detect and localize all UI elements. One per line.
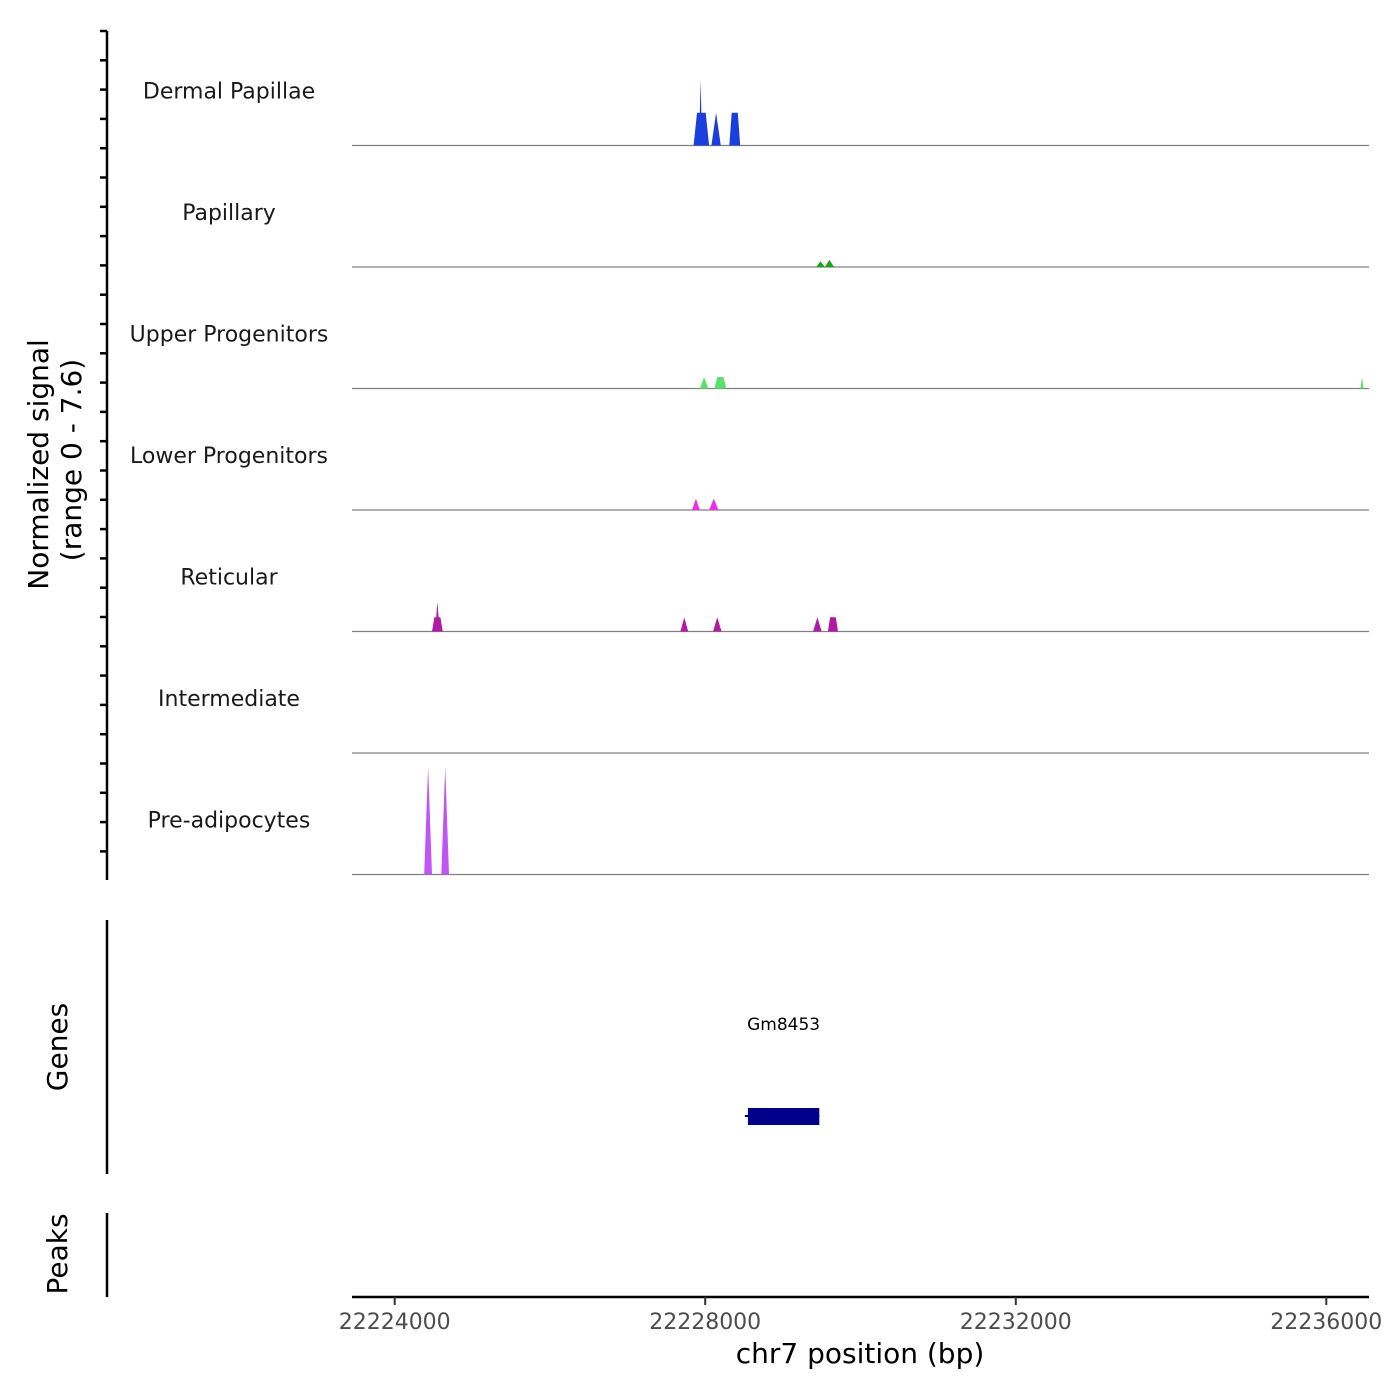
signal-peak	[827, 617, 838, 632]
genes-panel-label: Genes	[41, 1003, 74, 1091]
track: Pre-adipocytes	[148, 766, 1369, 876]
signal-peak	[729, 112, 741, 146]
signal-peak	[711, 112, 721, 146]
signal-axis-ticks	[100, 29, 107, 853]
signal-peak	[1360, 377, 1364, 389]
signal-peak	[699, 377, 709, 389]
x-tick-label: 22228000	[649, 1310, 761, 1335]
track-label: Dermal Papillae	[143, 80, 315, 105]
x-tick-label: 22236000	[1270, 1310, 1382, 1335]
signal-peak	[824, 259, 835, 267]
track-label: Papillary	[182, 201, 276, 226]
signal-peak	[424, 766, 432, 875]
track-label: Pre-adipocytes	[148, 809, 311, 834]
track-label: Reticular	[180, 566, 278, 591]
track: Reticular	[180, 566, 1369, 633]
track-label: Lower Progenitors	[130, 444, 328, 469]
signal-tracks: Dermal Papillae Papillary Upper Progenitor…	[130, 80, 1369, 876]
x-axis-ticks: 22224000 22228000 22232000 22236000	[339, 1297, 1382, 1335]
signal-peak	[441, 766, 449, 875]
signal-peak	[435, 601, 440, 632]
track: Lower Progenitors	[130, 444, 1369, 511]
signal-peak	[816, 261, 825, 267]
track-label: Intermediate	[158, 687, 300, 712]
track: Dermal Papillae	[143, 80, 1369, 147]
y-axis-title: Normalized signal (range 0 - 7.6)	[22, 330, 88, 589]
signal-peak	[680, 617, 689, 632]
signal-peak	[713, 617, 722, 632]
x-tick-label: 22224000	[339, 1310, 451, 1335]
gene-name-label: Gm8453	[747, 1015, 820, 1035]
track: Intermediate	[158, 687, 1369, 754]
gene-annotations: Gm8453	[744, 1015, 820, 1125]
track-label: Upper Progenitors	[130, 323, 329, 348]
x-tick-label: 22232000	[960, 1310, 1072, 1335]
track: Papillary	[182, 201, 1369, 268]
signal-peak	[699, 80, 703, 146]
track: Upper Progenitors	[130, 323, 1369, 390]
y-axis-title-line2: (range 0 - 7.6)	[55, 359, 88, 561]
signal-peak	[714, 377, 727, 389]
signal-peak	[709, 498, 719, 510]
x-axis-title: chr7 position (bp)	[736, 1337, 985, 1370]
gene-exon	[747, 1108, 820, 1125]
signal-peak	[692, 498, 700, 510]
peaks-panel-label: Peaks	[41, 1213, 74, 1294]
y-axis-title-line1: Normalized signal	[22, 339, 55, 590]
signal-peak	[813, 617, 822, 632]
